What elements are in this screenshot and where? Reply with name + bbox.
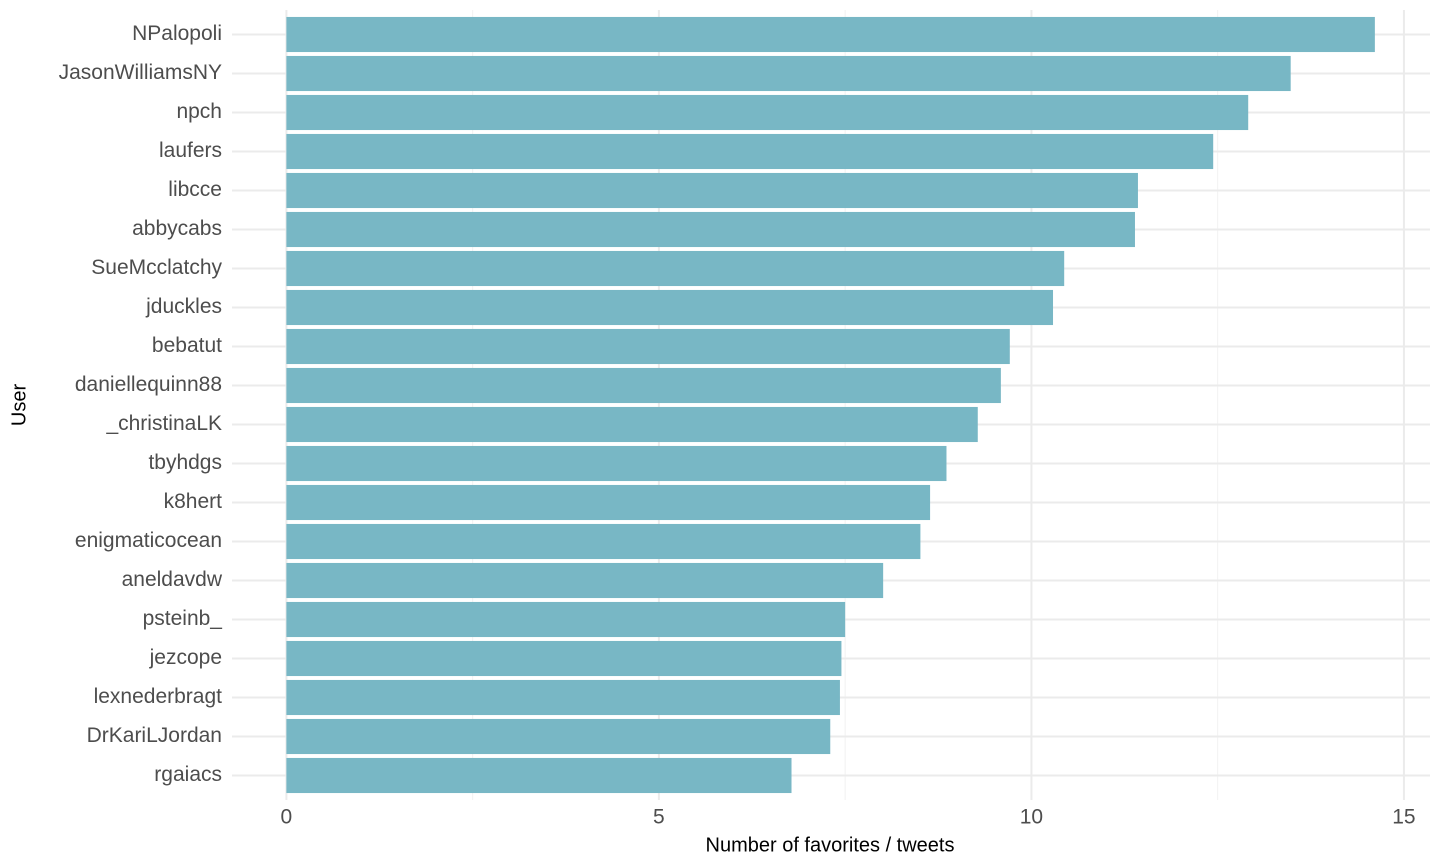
bar xyxy=(286,562,884,599)
y-tick-label: jduckles xyxy=(145,295,222,318)
bar xyxy=(286,289,1054,326)
bar xyxy=(286,640,842,677)
x-tick-label: 10 xyxy=(1020,806,1043,829)
y-tick-label: daniellequinn88 xyxy=(75,373,222,396)
y-tick-label: tbyhdgs xyxy=(148,451,222,474)
y-tick-label: jezcope xyxy=(149,646,222,669)
y-tick-label: aneldavdw xyxy=(122,568,223,591)
y-tick-label: psteinb_ xyxy=(143,607,223,630)
y-tick-label: SueMcclatchy xyxy=(91,256,222,279)
bar xyxy=(286,55,1291,92)
y-tick-label: enigmaticocean xyxy=(75,529,222,552)
bar xyxy=(286,94,1249,131)
y-tick-label: JasonWilliamsNY xyxy=(59,61,222,84)
bar xyxy=(286,757,792,794)
y-tick-label: DrKariLJordan xyxy=(87,724,222,747)
bar xyxy=(286,679,840,716)
bar xyxy=(286,211,1135,248)
bar xyxy=(286,484,931,521)
y-tick-label: abbycabs xyxy=(132,217,222,240)
y-tick-label: k8hert xyxy=(164,490,223,513)
x-tick-label: 5 xyxy=(653,806,665,829)
y-tick-label: libcce xyxy=(168,178,222,201)
y-tick-label: bebatut xyxy=(152,334,222,357)
y-tick-label: lexnederbragt xyxy=(94,685,223,708)
x-axis-title: Number of favorites / tweets xyxy=(706,834,955,856)
x-tick-label: 15 xyxy=(1392,806,1415,829)
bar xyxy=(286,445,947,482)
y-axis-title: User xyxy=(8,384,30,427)
bar xyxy=(286,172,1138,209)
y-tick-label: _christinaLK xyxy=(105,412,222,435)
bar xyxy=(286,328,1010,365)
y-tick-label: laufers xyxy=(159,139,222,162)
bar xyxy=(286,16,1375,53)
y-tick-label: npch xyxy=(176,100,222,123)
x-tick-label: 0 xyxy=(281,806,293,829)
bar xyxy=(286,367,1001,404)
y-tick-label: NPalopoli xyxy=(132,22,222,45)
bar xyxy=(286,250,1065,287)
bar xyxy=(286,406,978,443)
bar xyxy=(286,523,921,560)
bar xyxy=(286,718,831,755)
y-tick-label: rgaiacs xyxy=(154,763,222,786)
bar xyxy=(286,133,1214,170)
bar xyxy=(286,601,846,638)
